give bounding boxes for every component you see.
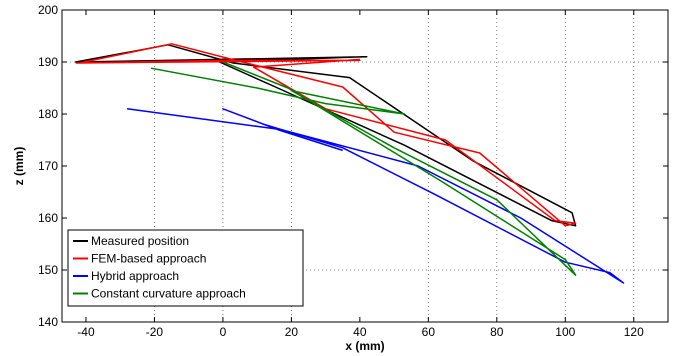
legend-label: Constant curvature approach xyxy=(91,287,246,301)
legend-label: Hybrid approach xyxy=(91,269,179,283)
legend-box xyxy=(67,229,304,307)
y-tick-label: 200 xyxy=(38,3,58,17)
x-tick-label: -20 xyxy=(146,325,164,339)
legend-label: FEM-based approach xyxy=(91,252,206,266)
x-tick-label: 40 xyxy=(353,325,367,339)
x-tick-label: 80 xyxy=(490,325,504,339)
legend: Measured position FEM-based approach Hybri… xyxy=(67,229,304,307)
series-line-3 xyxy=(150,61,577,276)
y-tick-label: 150 xyxy=(38,263,58,277)
y-tick-label: 140 xyxy=(38,315,58,329)
y-tick-label: 170 xyxy=(38,159,58,173)
x-tick-label: 120 xyxy=(624,325,644,339)
x-tick-label: -40 xyxy=(77,325,95,339)
y-tick-label: 180 xyxy=(38,107,58,121)
x-tick-label: 0 xyxy=(220,325,227,339)
y-tick-label: 160 xyxy=(38,211,58,225)
x-tick-label: 60 xyxy=(422,325,436,339)
y-tick-label: 190 xyxy=(38,55,58,69)
x-tick-label: 20 xyxy=(285,325,299,339)
axis-ticks: -40 -20 0 20 40 60 80 100 120 140 150 160 170 180 190 2… xyxy=(38,3,668,339)
x-axis-label: x (mm) xyxy=(345,339,384,353)
series-line-0 xyxy=(74,44,577,227)
y-axis-label: z (mm) xyxy=(12,147,26,186)
series-layer xyxy=(74,43,625,284)
series-line-2 xyxy=(126,108,625,284)
x-tick-label: 100 xyxy=(555,325,575,339)
series-line-1 xyxy=(75,43,577,227)
legend-label: Measured position xyxy=(91,234,189,248)
